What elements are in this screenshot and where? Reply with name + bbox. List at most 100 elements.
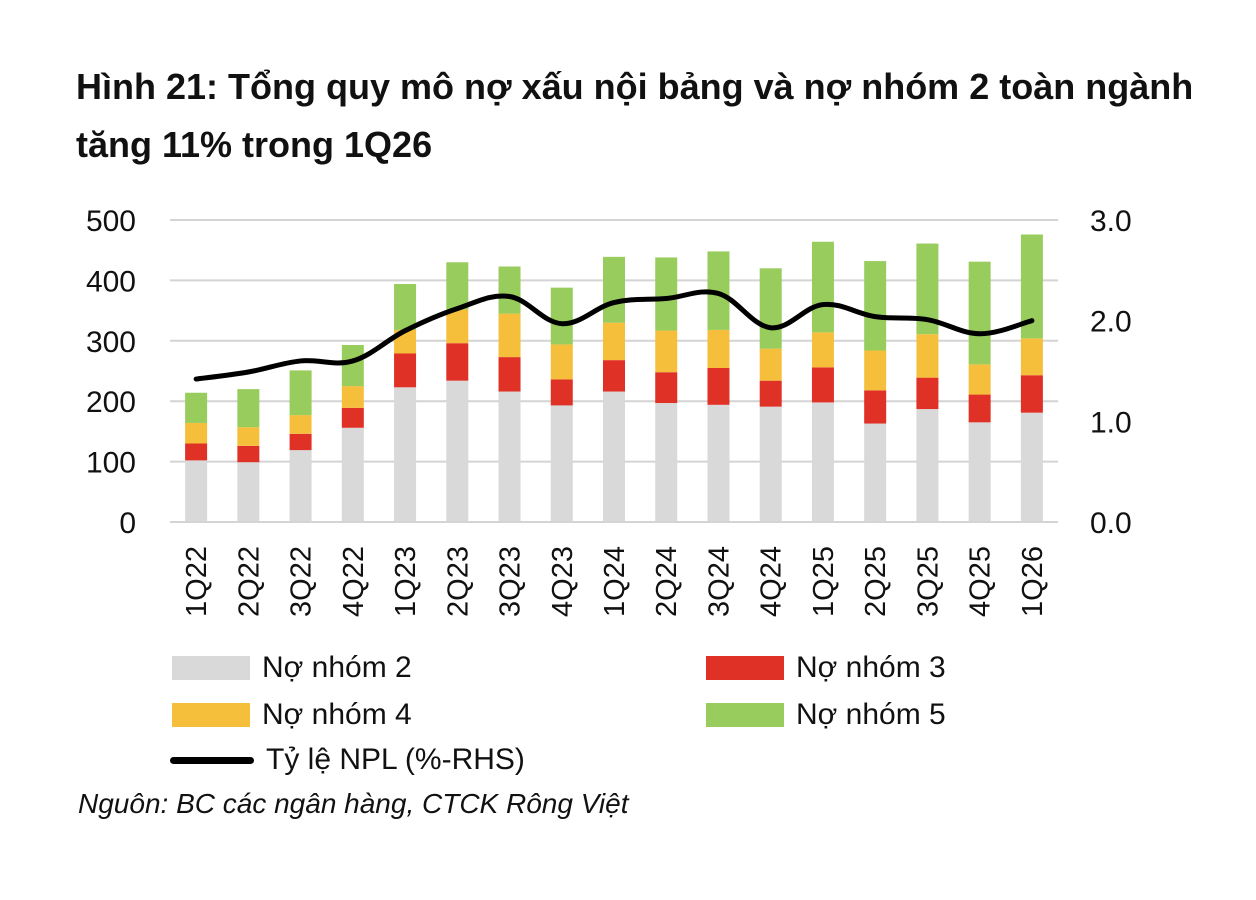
chart-title: Hình 21: Tổng quy mô nợ xấu nội bảng và … xyxy=(76,66,1194,165)
bar-segment-5 xyxy=(237,389,260,428)
x-tick-label: 4Q23 xyxy=(547,546,579,617)
x-tick-label: 3Q23 xyxy=(495,546,527,617)
bar-segment-5 xyxy=(550,287,573,345)
bar-segment-2 xyxy=(916,409,939,522)
bar-segment-3 xyxy=(968,394,991,423)
x-tick-label: 1Q26 xyxy=(1017,546,1049,617)
bar-segment-2 xyxy=(550,405,573,522)
stacked-bar-line-chart: 0 100 200 300 400 500 0.0 1.0 2.0 3.0 1Q22 2Q22 3Q… xyxy=(86,205,1132,617)
bar-segment-5 xyxy=(707,251,730,330)
bar-segment-5 xyxy=(341,345,364,387)
bar-segment-3 xyxy=(655,372,678,404)
bar-segment-4 xyxy=(916,334,939,378)
bar-segment-2 xyxy=(603,391,625,522)
bar-segment-4 xyxy=(446,309,469,344)
source-note: Nguôn: BC các ngân hàng, CTCK Rông Việt xyxy=(78,788,629,819)
bar-segment-5 xyxy=(968,261,991,365)
x-tick-label: 4Q24 xyxy=(756,546,788,617)
x-tick-label: 1Q24 xyxy=(599,546,631,617)
bar-segment-3 xyxy=(864,390,887,424)
x-tick-label: 3Q24 xyxy=(703,546,735,617)
legend-swatch-nhom-2 xyxy=(172,656,250,680)
legend-line-npl xyxy=(170,756,254,764)
bar-segment-4 xyxy=(864,350,887,391)
bar-segment-5 xyxy=(1020,234,1043,339)
bar-segment-3 xyxy=(394,353,417,388)
bar-segment-2 xyxy=(394,387,417,522)
x-tick-label: 2Q25 xyxy=(860,546,892,617)
x-tick-label: 2Q22 xyxy=(233,546,265,617)
left-tick-label: 200 xyxy=(86,386,136,419)
left-tick-label: 100 xyxy=(86,447,136,480)
bar-segment-2 xyxy=(1020,412,1043,522)
bar-segment-4 xyxy=(655,330,678,373)
x-tick-label: 2Q23 xyxy=(442,546,474,617)
bar-segment-4 xyxy=(603,322,625,361)
bar-segment-5 xyxy=(289,370,312,416)
x-tick-label: 1Q23 xyxy=(390,546,422,617)
bar-segment-5 xyxy=(446,262,469,310)
bar-segment-3 xyxy=(237,445,260,463)
bar-segment-3 xyxy=(811,367,834,403)
bar-segment-3 xyxy=(446,343,469,381)
bar-segment-5 xyxy=(759,268,782,349)
bar-segment-4 xyxy=(1020,338,1043,376)
bar-segment-3 xyxy=(341,407,364,428)
bar-segment-2 xyxy=(811,402,834,522)
bar-segment-2 xyxy=(968,422,991,522)
bar-segment-4 xyxy=(707,329,730,368)
bar-segment-3 xyxy=(185,443,208,461)
x-tick-label: 4Q25 xyxy=(965,546,997,617)
bar-segment-4 xyxy=(185,422,208,444)
bar-segment-5 xyxy=(498,266,521,314)
bar-segment-2 xyxy=(341,427,364,522)
bar-segment-3 xyxy=(1020,375,1043,413)
bar-segment-4 xyxy=(968,364,991,395)
bar-segment-5 xyxy=(916,243,939,335)
right-tick-label: 2.0 xyxy=(1090,306,1132,339)
legend-item-npl: Tỷ lệ NPL (%-RHS) xyxy=(170,742,525,778)
left-tick-label: 500 xyxy=(86,205,136,238)
bar-segment-4 xyxy=(341,386,364,408)
bar-segment-2 xyxy=(707,404,730,522)
bar-segment-5 xyxy=(185,392,208,423)
bar-segment-2 xyxy=(759,406,782,522)
bar-segment-4 xyxy=(759,348,782,381)
left-axis: 0 100 200 300 400 500 xyxy=(86,205,136,540)
bar-segment-5 xyxy=(864,261,887,351)
left-tick-label: 0 xyxy=(119,507,136,540)
legend-item-nhom-3: Nợ nhóm 3 xyxy=(706,650,946,686)
x-tick-label: 4Q22 xyxy=(338,546,370,617)
bar-segment-3 xyxy=(916,377,939,410)
bar-segment-3 xyxy=(498,357,521,392)
bar-series xyxy=(185,234,1043,522)
bar-segment-2 xyxy=(498,391,521,522)
bar-segment-3 xyxy=(550,379,573,406)
x-tick-label: 1Q25 xyxy=(808,546,840,617)
bar-segment-2 xyxy=(446,380,469,522)
legend-label: Nợ nhóm 2 xyxy=(262,651,412,684)
bar-segment-4 xyxy=(289,415,312,434)
bar-segment-5 xyxy=(603,256,625,323)
bar-segment-2 xyxy=(237,462,260,522)
bar-segment-4 xyxy=(550,344,573,380)
bar-segment-2 xyxy=(289,450,312,522)
x-tick-label: 3Q25 xyxy=(912,546,944,617)
left-tick-label: 300 xyxy=(86,326,136,359)
legend-label: Nợ nhóm 5 xyxy=(796,698,946,731)
legend-swatch-nhom-5 xyxy=(706,703,784,727)
bar-segment-5 xyxy=(394,284,417,330)
bar-segment-2 xyxy=(864,423,887,522)
bar-segment-3 xyxy=(707,367,730,405)
bar-segment-2 xyxy=(655,403,678,522)
right-axis: 0.0 1.0 2.0 3.0 xyxy=(1090,205,1132,540)
bar-segment-4 xyxy=(811,332,834,368)
bar-segment-5 xyxy=(811,241,834,333)
bar-segment-4 xyxy=(237,427,260,446)
bar-segment-5 xyxy=(655,257,678,331)
bar-segment-4 xyxy=(498,313,521,358)
right-tick-label: 3.0 xyxy=(1090,205,1132,238)
right-tick-label: 0.0 xyxy=(1090,507,1132,540)
x-tick-label: 2Q24 xyxy=(651,546,683,617)
legend-swatch-nhom-3 xyxy=(706,656,784,680)
